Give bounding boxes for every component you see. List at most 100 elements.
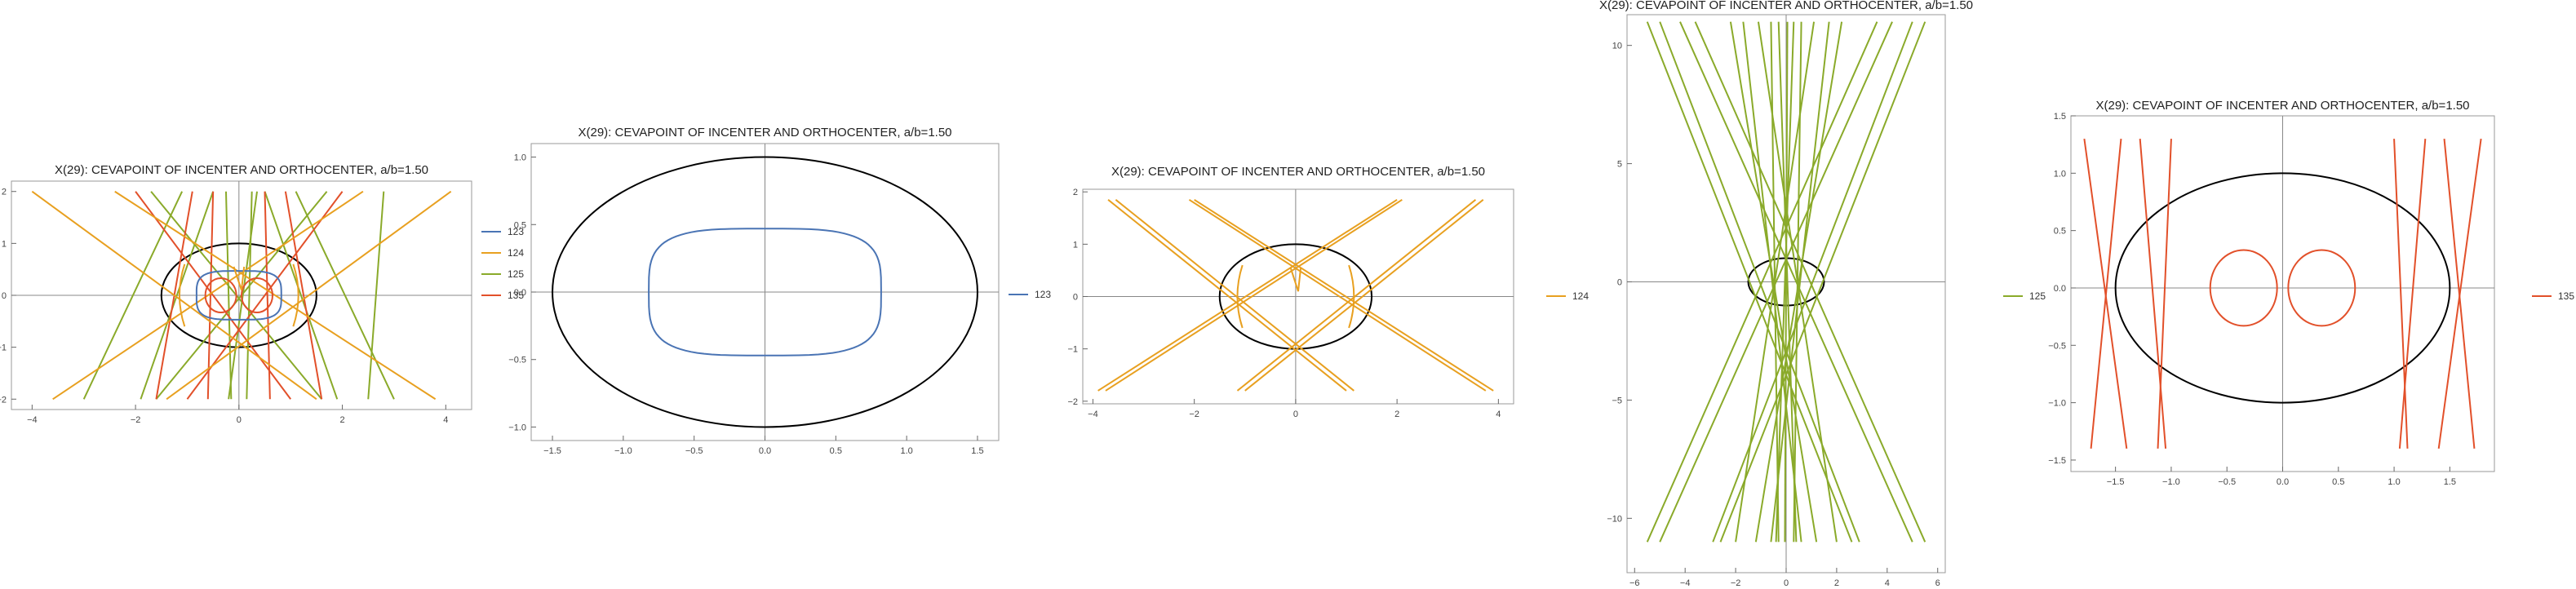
- y-tick-label: 2: [1073, 188, 1078, 197]
- series-125-line: [1793, 21, 1802, 542]
- series-125-line: [1646, 21, 1853, 542]
- series-124-line: [1194, 198, 1494, 392]
- x-tick-label: 0: [237, 415, 242, 425]
- x-tick-label: −4: [1680, 578, 1691, 588]
- plot-area: [1646, 21, 1926, 542]
- series-125-line: [1729, 21, 1818, 542]
- x-tick-label: 2: [1834, 578, 1839, 588]
- x-tick-label: 2: [340, 415, 345, 425]
- series-125-line: [228, 191, 259, 400]
- y-tick-label: −10: [1607, 514, 1622, 524]
- y-tick-label: 0.5: [514, 220, 526, 230]
- x-tick-label: −1.5: [543, 446, 561, 456]
- series-135-line: [2398, 139, 2427, 449]
- series-125-line: [1777, 21, 1798, 542]
- series-135-line: [2090, 139, 2122, 449]
- y-tick-label: −1: [0, 343, 7, 353]
- series-135-loop: [241, 277, 274, 313]
- chart-5: X(29): CEVAPOINT OF INCENTER AND ORTHOCE…: [2048, 99, 2574, 487]
- x-tick-label: 1.5: [2444, 477, 2456, 487]
- legend: 135: [2532, 290, 2574, 302]
- series-124-line: [1244, 199, 1484, 392]
- x-tick-label: 0: [1784, 578, 1789, 588]
- series-135-loop: [2287, 249, 2357, 327]
- series-124-cusp: [233, 266, 246, 290]
- x-tick-label: −0.5: [2218, 477, 2236, 487]
- series-125-line: [1659, 21, 1860, 542]
- chart-2: X(29): CEVAPOINT OF INCENTER AND ORTHOCE…: [508, 126, 1051, 456]
- chart-4: X(29): CEVAPOINT OF INCENTER AND ORTHOCE…: [1599, 0, 2046, 588]
- x-tick-label: −0.5: [685, 446, 703, 456]
- y-tick-label: −1: [1067, 345, 1078, 355]
- series-125-line: [1754, 21, 1843, 542]
- y-tick-label: 1.0: [2054, 169, 2066, 179]
- series-135-loop: [204, 277, 237, 313]
- y-tick-label: 1: [2, 239, 7, 249]
- x-tick-label: −2: [1189, 410, 1199, 419]
- chart-title: X(29): CEVAPOINT OF INCENTER AND ORTHOCE…: [55, 163, 428, 177]
- legend-label-124: 124: [508, 247, 524, 259]
- series-125-line: [1659, 21, 1893, 542]
- legend: 125: [2003, 290, 2046, 302]
- series-125-line: [1694, 21, 1926, 542]
- plot-area: [2083, 138, 2482, 450]
- series-135-line: [2139, 139, 2167, 449]
- chart-title: X(29): CEVAPOINT OF INCENTER AND ORTHOCE…: [1111, 165, 1485, 179]
- x-tick-label: −1.0: [614, 446, 632, 456]
- legend: 124: [1546, 290, 1589, 302]
- y-tick-label: −1.0: [508, 423, 526, 432]
- series-135-loop: [2209, 249, 2278, 327]
- y-tick-label: −2: [0, 395, 7, 405]
- y-tick-label: 0: [2, 291, 7, 301]
- ellipse: [2114, 172, 2451, 404]
- series-135-line: [284, 191, 323, 400]
- x-tick-label: −2: [1731, 578, 1741, 588]
- series-124-line: [1097, 198, 1398, 392]
- x-tick-label: 1.5: [971, 446, 983, 456]
- series-123-curve: [648, 228, 882, 356]
- series-135-line: [2393, 139, 2409, 449]
- series-135-line: [2157, 139, 2172, 449]
- legend-label-125: 125: [508, 268, 524, 280]
- series-125-line: [1775, 21, 1795, 542]
- legend-label-124: 124: [1572, 290, 1589, 302]
- series-125-line: [140, 191, 215, 400]
- x-tick-label: 6: [1935, 578, 1940, 588]
- series-125-line: [1770, 21, 1830, 542]
- series-125-line: [1742, 21, 1802, 542]
- series-125-line: [1719, 21, 1926, 542]
- y-tick-label: 2: [2, 188, 7, 197]
- series-124-line: [114, 190, 437, 401]
- y-tick-label: 10: [1612, 42, 1622, 51]
- x-tick-label: −4: [27, 415, 38, 425]
- series-124-line: [1115, 199, 1355, 392]
- x-tick-label: 2: [1394, 410, 1399, 419]
- x-tick-label: 1.0: [900, 446, 912, 456]
- plot-area: [31, 190, 452, 401]
- y-tick-label: 1.0: [514, 153, 526, 163]
- y-tick-label: 0.0: [514, 288, 526, 298]
- series-125-line: [224, 191, 233, 400]
- plot-area: [1097, 198, 1494, 392]
- series-135-line: [2443, 139, 2476, 449]
- series-124-arc: [1348, 264, 1355, 329]
- legend-label-135: 135: [508, 290, 524, 301]
- ellipse: [1218, 243, 1373, 350]
- x-tick-label: −1.5: [2107, 477, 2125, 487]
- series-124-cusp: [1289, 267, 1302, 292]
- legend-label-123: 123: [1035, 289, 1051, 300]
- legend: 123: [1009, 289, 1051, 300]
- series-124-line: [1105, 198, 1403, 392]
- series-124-arc: [179, 264, 186, 327]
- y-tick-label: 0.5: [2054, 227, 2066, 237]
- series-124-line: [1236, 199, 1477, 392]
- series-124-arc: [292, 264, 299, 327]
- x-tick-label: 0: [1293, 410, 1298, 419]
- y-tick-label: 0: [1617, 278, 1622, 288]
- series-124-line: [1188, 198, 1487, 392]
- y-tick-label: 1: [1073, 240, 1078, 250]
- series-123-curve: [195, 270, 282, 321]
- chart-title: X(29): CEVAPOINT OF INCENTER AND ORTHOCE…: [578, 126, 951, 140]
- x-tick-label: 4: [1885, 578, 1890, 588]
